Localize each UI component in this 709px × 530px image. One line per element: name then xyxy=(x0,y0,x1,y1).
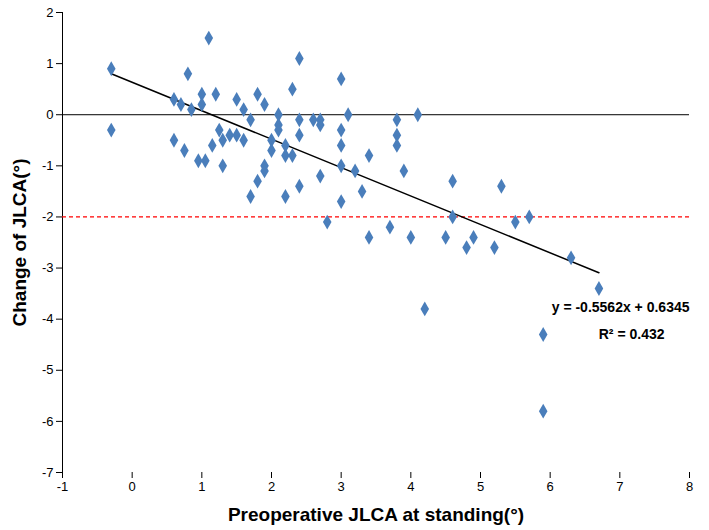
svg-text:-4: -4 xyxy=(42,311,54,326)
svg-text:0: 0 xyxy=(129,479,136,494)
svg-text:4: 4 xyxy=(407,479,414,494)
svg-text:-7: -7 xyxy=(42,465,54,480)
svg-text:-3: -3 xyxy=(42,260,54,275)
svg-text:6: 6 xyxy=(547,479,554,494)
svg-text:5: 5 xyxy=(477,479,484,494)
svg-text:1: 1 xyxy=(46,56,53,71)
svg-text:1: 1 xyxy=(198,479,205,494)
svg-text:2: 2 xyxy=(46,5,53,20)
svg-text:-2: -2 xyxy=(42,209,54,224)
svg-text:Change of JLCA(°): Change of JLCA(°) xyxy=(9,158,30,326)
svg-text:-6: -6 xyxy=(42,414,54,429)
svg-text:-1: -1 xyxy=(57,479,69,494)
svg-text:8: 8 xyxy=(686,479,693,494)
svg-text:-1: -1 xyxy=(42,158,54,173)
svg-text:R² = 0.432: R² = 0.432 xyxy=(599,326,665,342)
svg-text:y = -0.5562x + 0.6345: y = -0.5562x + 0.6345 xyxy=(552,299,690,315)
svg-text:7: 7 xyxy=(616,479,623,494)
svg-text:-5: -5 xyxy=(42,362,54,377)
svg-text:Preoperative JLCA at standing(: Preoperative JLCA at standing(°) xyxy=(228,504,524,525)
svg-text:2: 2 xyxy=(268,479,275,494)
svg-text:0: 0 xyxy=(46,107,53,122)
svg-text:3: 3 xyxy=(338,479,345,494)
